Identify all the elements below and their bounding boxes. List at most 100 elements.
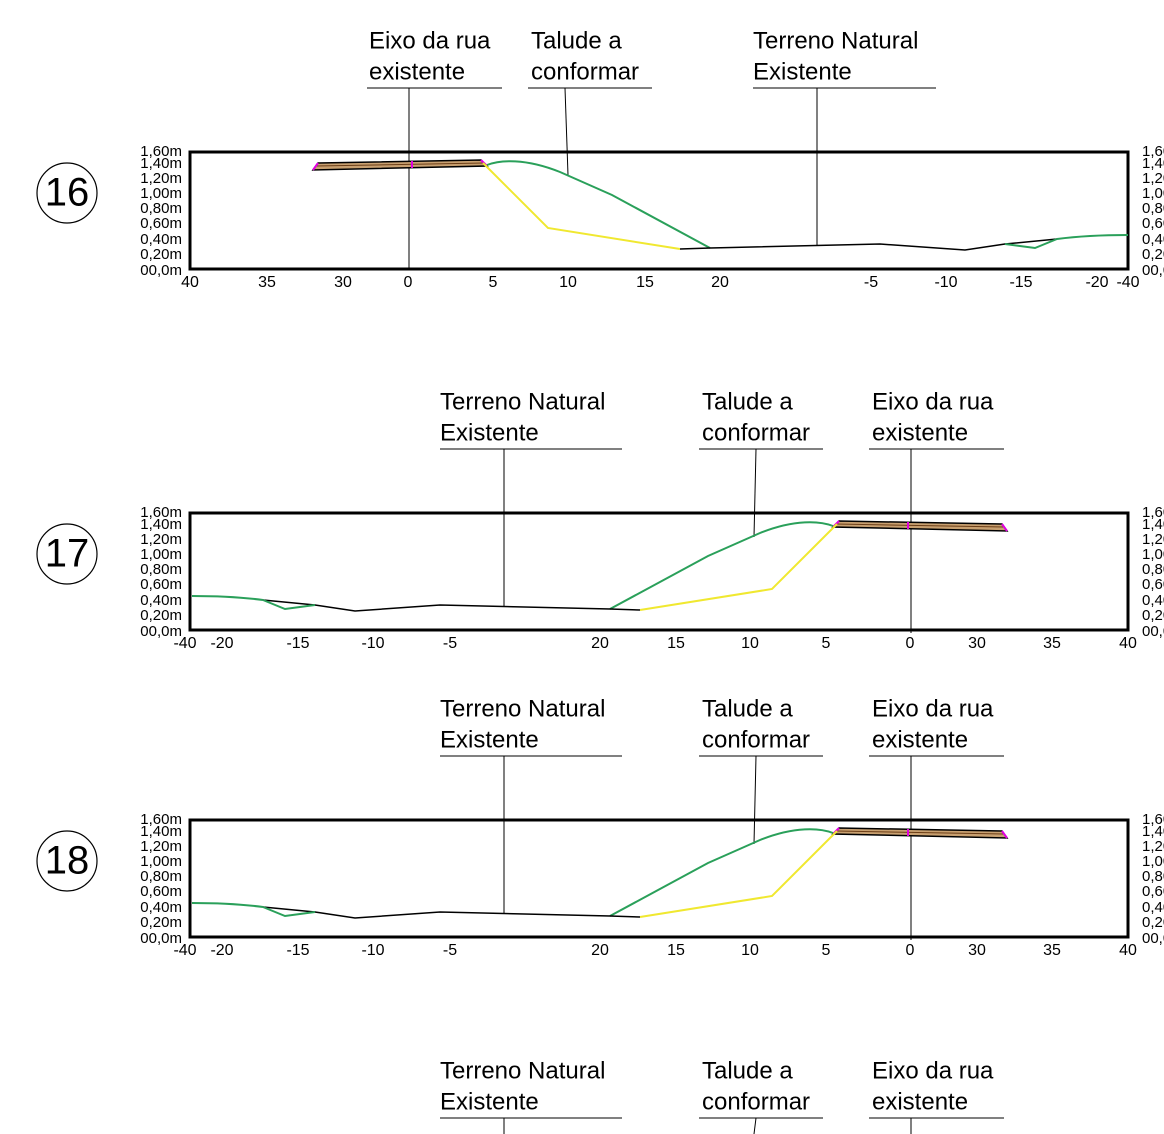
y-label-right: 0,20m <box>1142 246 1164 263</box>
annotation-line2: conformar <box>702 1088 810 1115</box>
ground-line <box>262 599 641 612</box>
x-label: -10 <box>934 274 957 291</box>
y-label: 0,60m <box>140 883 182 900</box>
y-label-right: 0,60m <box>1142 215 1164 232</box>
x-label: 40 <box>181 274 199 291</box>
annotation-line2: existente <box>872 419 968 446</box>
y-label: 0,80m <box>140 200 182 217</box>
x-label: -20 <box>210 942 233 959</box>
x-label: 0 <box>906 635 915 652</box>
x-label: 35 <box>1043 635 1061 652</box>
profile-frame <box>188 818 1130 939</box>
y-label: 00,0m <box>140 930 182 947</box>
x-label: 5 <box>822 635 831 652</box>
x-label: 0 <box>404 274 413 291</box>
section-number: 16 <box>45 171 90 215</box>
slab-marker <box>1001 830 1008 839</box>
y-label: 0,40m <box>140 231 182 248</box>
y-label: 0,20m <box>140 246 182 263</box>
y-label-right: 1,60m <box>1142 143 1164 160</box>
ground-line <box>679 238 1058 251</box>
y-label-right: 1,00m <box>1142 546 1164 563</box>
ground-detail <box>1004 238 1058 250</box>
y-label-right: 1,40m <box>1142 516 1164 533</box>
profile-frame <box>188 511 1130 632</box>
section-circle <box>36 162 98 224</box>
annotation-line1: Terreno Natural <box>753 27 918 54</box>
y-label-right: 1,20m <box>1142 170 1164 187</box>
y-label: 0,80m <box>140 561 182 578</box>
y-label: 00,0m <box>140 262 182 279</box>
y-label-right: 1,20m <box>1142 838 1164 855</box>
x-label: -20 <box>1085 274 1108 291</box>
y-label-right: 0,60m <box>1142 883 1164 900</box>
x-label: 15 <box>667 635 685 652</box>
x-label: 0 <box>906 942 915 959</box>
slab-marker <box>312 162 319 171</box>
y-label-right: 0,20m <box>1142 914 1164 931</box>
y-label: 1,00m <box>140 853 182 870</box>
cut-line <box>639 523 838 611</box>
cut-line <box>639 830 838 918</box>
y-label: 1,20m <box>140 170 182 187</box>
ground-detail <box>262 906 316 918</box>
section-number: 18 <box>45 839 90 883</box>
annotation-line2: conformar <box>702 726 810 753</box>
y-label-right: 0,60m <box>1142 576 1164 593</box>
y-label: 1,20m <box>140 838 182 855</box>
y-label: 1,60m <box>140 811 182 828</box>
x-label: -20 <box>210 635 233 652</box>
x-label: 30 <box>334 274 352 291</box>
x-label: 40 <box>1119 942 1137 959</box>
x-label: -15 <box>286 635 309 652</box>
x-label: -10 <box>361 942 384 959</box>
natural-terrain-right <box>191 902 264 908</box>
section: Eixo da rua existente Talude a conformar Ter… <box>36 27 1164 291</box>
natural-terrain-slope <box>609 828 834 917</box>
natural-terrain-slope <box>609 521 834 610</box>
y-label-right: 1,60m <box>1142 504 1164 521</box>
y-label-right: 1,00m <box>1142 185 1164 202</box>
y-label-right: 1,40m <box>1142 823 1164 840</box>
y-label-right: 1,60m <box>1142 811 1164 828</box>
x-label: 10 <box>741 942 759 959</box>
x-label: -40 <box>1116 274 1139 291</box>
y-label: 1,40m <box>140 823 182 840</box>
y-label: 1,20m <box>140 531 182 548</box>
y-label: 1,60m <box>140 504 182 521</box>
x-label: -15 <box>1009 274 1032 291</box>
section: Terreno Natural Existente Talude a conforma… <box>36 695 1164 959</box>
profile-geometry <box>311 159 1129 251</box>
road-slab-line <box>315 162 485 167</box>
x-label: 35 <box>258 274 276 291</box>
profile-geometry <box>191 520 1009 612</box>
y-label: 0,20m <box>140 914 182 931</box>
road-slab-line <box>835 523 1005 528</box>
road-slab-line <box>835 830 1005 835</box>
y-label-right: 0,40m <box>1142 231 1164 248</box>
natural-terrain-right <box>1056 234 1129 240</box>
y-label-right: 00,0m <box>1142 262 1164 279</box>
y-label-right: 0,40m <box>1142 899 1164 916</box>
y-label: 0,60m <box>140 576 182 593</box>
y-label-right: 00,0m <box>1142 623 1164 640</box>
y-label: 1,40m <box>140 155 182 172</box>
y-label: 0,80m <box>140 868 182 885</box>
y-label: 1,60m <box>140 143 182 160</box>
x-label: 30 <box>968 942 986 959</box>
ground-detail <box>262 599 316 611</box>
annotation-line2: Existente <box>440 419 539 446</box>
x-label: 15 <box>667 942 685 959</box>
annotation-line1: Talude a <box>702 695 793 722</box>
section: Terreno Natural Existente Talude a conforma… <box>36 388 1164 652</box>
y-label-right: 1,20m <box>1142 531 1164 548</box>
natural-terrain-slope <box>486 160 711 249</box>
y-label: 1,00m <box>140 185 182 202</box>
x-label: -10 <box>361 635 384 652</box>
slab-marker <box>1001 523 1008 532</box>
cut-line <box>482 162 681 250</box>
y-label-right: 00,0m <box>1142 930 1164 947</box>
y-label-right: 0,80m <box>1142 561 1164 578</box>
x-label: 20 <box>591 942 609 959</box>
